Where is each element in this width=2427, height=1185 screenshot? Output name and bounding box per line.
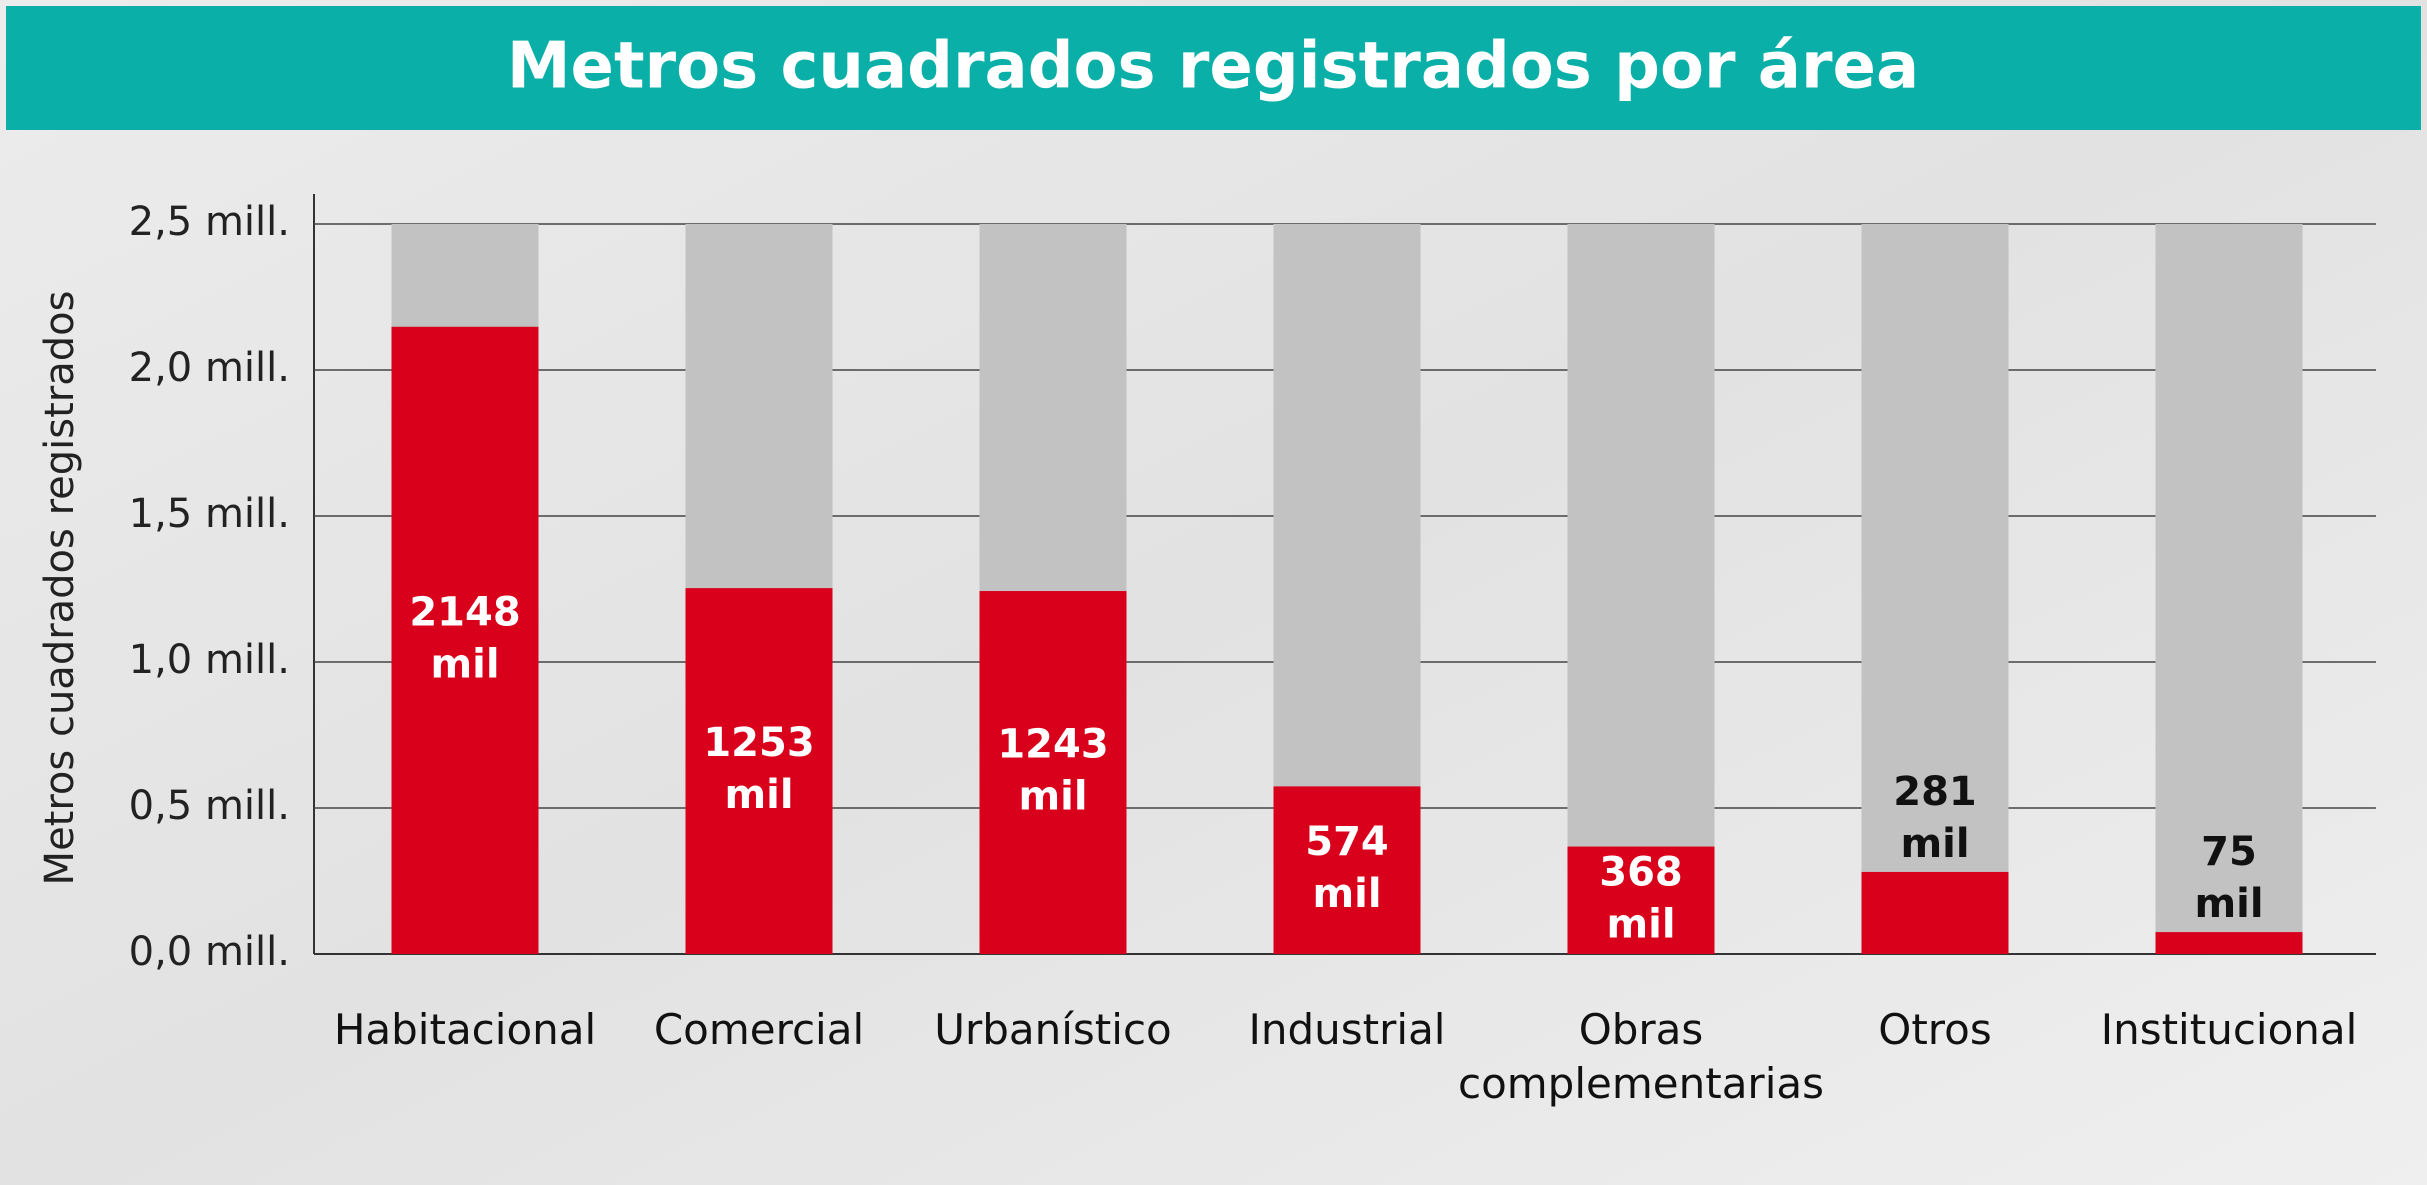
bar (391, 326, 539, 954)
value-label: 2148 mil (409, 589, 520, 687)
y-tick-label: 1,0 mill. (129, 637, 290, 683)
value-label: 1253 mil (703, 720, 814, 818)
x-tick-label: Otros (1878, 1005, 1991, 1054)
background-bar (1567, 224, 1715, 954)
bar (1273, 786, 1421, 954)
chart-title: Metros cuadrados registrados por área (507, 30, 1919, 104)
bar (1567, 846, 1715, 954)
background-bar (2155, 224, 2303, 954)
title-band (6, 6, 2421, 130)
y-tick-label: 0,0 mill. (129, 929, 290, 975)
x-tick-label: Habitacional (334, 1005, 596, 1054)
y-tick-label: 2,0 mill. (129, 345, 290, 391)
x-tick-label: Urbanístico (934, 1005, 1172, 1054)
value-label: 368 mil (1599, 849, 1683, 947)
bar (2155, 932, 2303, 954)
value-label: 75 mil (2194, 829, 2263, 927)
bar (1861, 871, 2009, 954)
y-axis-label: Metros cuadrados registrados (37, 291, 83, 886)
value-label: 1243 mil (997, 722, 1108, 820)
y-tick-label: 1,5 mill. (129, 491, 290, 537)
y-tick-label: 0,5 mill. (129, 783, 290, 829)
y-tick-label: 2,5 mill. (129, 199, 290, 245)
value-label: 281 mil (1893, 769, 1977, 867)
x-tick-label: Obras complementarias (1458, 1005, 1824, 1108)
bar (979, 591, 1127, 954)
x-tick-label: Industrial (1249, 1005, 1446, 1054)
bar (685, 588, 833, 954)
value-label: 574 mil (1305, 819, 1389, 917)
background-bar (1861, 224, 2009, 954)
x-tick-label: Institucional (2101, 1005, 2358, 1054)
x-tick-label: Comercial (654, 1005, 864, 1054)
